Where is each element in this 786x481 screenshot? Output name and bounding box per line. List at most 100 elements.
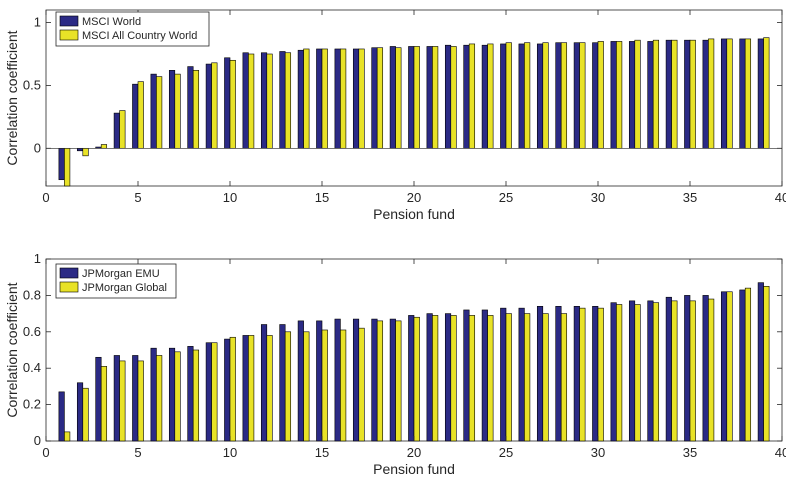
top-bar-series2-12: [266, 53, 273, 149]
top-ytick-label: 1: [34, 15, 41, 30]
top-bar-series2-11: [248, 53, 255, 149]
bottom-bar-series1-5: [132, 355, 139, 442]
top-bar-series2-33: [652, 39, 660, 149]
top-ytick-label: 0.5: [23, 77, 41, 92]
bottom-xaxis-label: Pension fund: [373, 461, 455, 477]
top-bar-series2-3: [100, 144, 108, 149]
bottom-ytick-label: 0.6: [23, 324, 41, 339]
bottom-yaxis-label: Correlation coefficient: [4, 282, 20, 417]
bottom-bar-series1-10: [224, 338, 231, 442]
top-bar-series1-16: [334, 48, 341, 149]
top-xtick-label: 30: [591, 190, 605, 205]
top-yaxis-label: Correlation coefficient: [4, 30, 20, 165]
bottom-bar-series2-38: [744, 287, 752, 442]
bottom-chart-panel: 0 5 10 15 20 25 30 35 40 0 0.2 0.4 0.6 0.8 1 Pension fu…: [4, 251, 786, 477]
top-bar-series1-18: [371, 47, 378, 149]
bottom-bar-series2-20: [413, 316, 420, 442]
bottom-bar-series1-31: [610, 302, 617, 442]
top-bar-series2-28: [560, 42, 568, 149]
bottom-bar-series2-36: [708, 298, 715, 442]
top-bar-series2-32: [634, 39, 641, 149]
top-bar-series1-33: [647, 41, 654, 149]
bottom-xtick-label: 20: [407, 445, 421, 460]
bottom-bar-series1-4: [113, 355, 120, 442]
bottom-bar-series1-23: [463, 309, 470, 442]
bottom-bar-series2-35: [689, 300, 696, 442]
top-bar-series2-38: [744, 38, 752, 149]
bottom-bar-series1-16: [334, 318, 341, 442]
bottom-bar-series2-10: [229, 336, 236, 442]
top-bar-series2-10: [229, 59, 236, 149]
top-bar-series2-25: [505, 42, 512, 149]
top-bar-series2-2: [82, 147, 89, 157]
top-bar-series2-34: [671, 39, 678, 149]
bottom-bar-series1-12: [260, 324, 268, 442]
top-xtick-label: 20: [407, 190, 421, 205]
top-bar-series1-6: [150, 73, 157, 149]
bottom-bar-series1-33: [647, 300, 654, 442]
bottom-xtick-label: 10: [223, 445, 237, 460]
bottom-bar-series1-30: [592, 306, 599, 442]
top-bar-series1-28: [555, 42, 562, 149]
top-bar-series1-9: [205, 63, 212, 149]
bottom-bar-series1-38: [739, 289, 746, 442]
bottom-xtick-label: 25: [499, 445, 513, 460]
bottom-bar-series1-17: [352, 318, 360, 442]
top-bar-series2-19: [395, 47, 402, 149]
top-bar-series2-29: [579, 42, 586, 149]
bottom-bar-series2-15: [321, 329, 328, 442]
bottom-xtick-label: 35: [683, 445, 697, 460]
bottom-bar-series1-37: [720, 291, 728, 442]
bottom-bar-series2-33: [652, 302, 660, 442]
bottom-bar-series1-9: [205, 342, 212, 442]
bottom-legend-label-1: JPMorgan EMU: [82, 268, 160, 280]
top-bar-series2-30: [597, 41, 604, 149]
top-bar-series1-4: [113, 112, 120, 149]
bottom-bar-series2-7: [174, 351, 181, 442]
top-bar-series2-39: [763, 37, 770, 149]
bottom-bar-series2-18: [376, 320, 384, 442]
bottom-bar-series1-32: [628, 300, 636, 442]
top-bar-series1-39: [757, 38, 764, 149]
top-bar-series2-23: [468, 43, 476, 149]
top-bar-series1-1: [58, 147, 65, 181]
top-xtick-label: 25: [499, 190, 513, 205]
bottom-bar-series1-8: [187, 346, 194, 442]
top-bar-series1-23: [463, 44, 470, 149]
top-legend-swatch-1: [59, 15, 79, 27]
bottom-bar-series2-13: [284, 331, 292, 442]
bottom-bar-series2-1: [64, 431, 71, 442]
top-bar-series1-14: [297, 49, 304, 149]
bottom-bar-series2-29: [579, 307, 586, 442]
bottom-bar-series2-17: [358, 327, 365, 442]
bottom-bar-series2-26: [524, 313, 531, 442]
top-bar-series1-8: [187, 66, 194, 149]
bottom-bar-series1-11: [242, 335, 249, 442]
top-bar-series2-9: [211, 62, 218, 149]
bottom-bar-series1-18: [371, 318, 378, 442]
bottom-bar-series2-14: [303, 331, 310, 442]
top-bar-series1-35: [684, 39, 691, 149]
top-bar-series1-37: [720, 38, 728, 149]
bottom-bar-series1-36: [702, 295, 709, 442]
bottom-legend-swatch-1: [59, 267, 79, 279]
bottom-bar-series1-3: [95, 356, 102, 442]
bottom-bar-series1-19: [389, 318, 396, 442]
bottom-legend-swatch-2: [59, 281, 79, 293]
bottom-bar-series2-32: [634, 304, 641, 442]
top-chart-panel: 0 5 10 15 20 25 30 35 40 0 0.5 1 Pension fund Correla…: [4, 9, 786, 222]
bottom-bar-series1-29: [573, 306, 580, 442]
bottom-bar-series1-35: [684, 295, 691, 442]
top-legend-label-1: MSCI World: [82, 16, 141, 28]
top-legend-label-2: MSCI All Country World: [82, 30, 197, 42]
bottom-bar-series1-21: [426, 313, 433, 442]
bottom-bar-series2-11: [248, 335, 255, 442]
bottom-bar-series1-13: [279, 324, 286, 442]
bottom-bar-series2-3: [100, 366, 108, 442]
bottom-bar-series2-23: [468, 315, 476, 442]
top-bar-series2-24: [487, 43, 494, 149]
top-bar-series1-31: [610, 41, 617, 149]
top-bar-series2-26: [524, 42, 531, 149]
bottom-bar-series2-24: [487, 315, 494, 442]
bottom-ytick-label: 0.2: [23, 397, 41, 412]
